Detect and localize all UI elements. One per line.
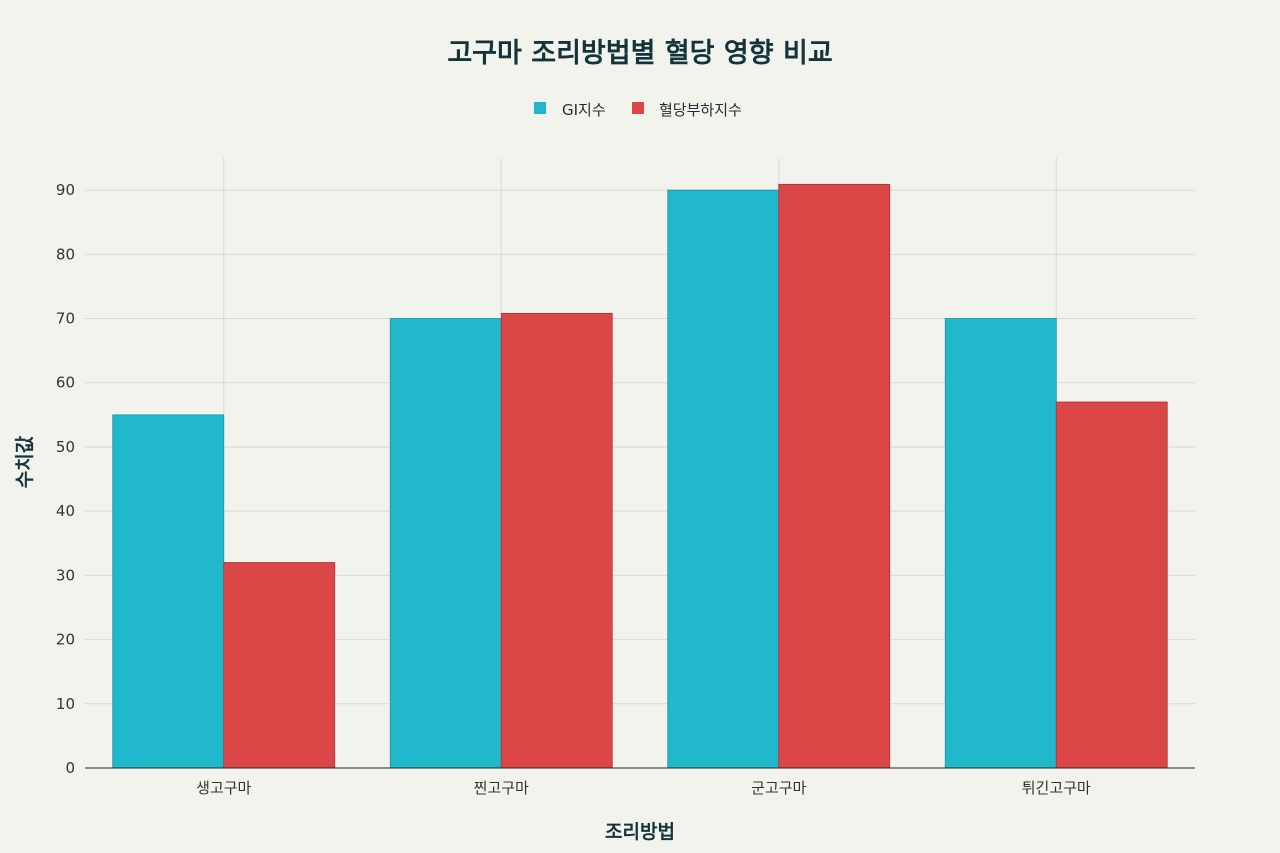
y-tick-label: 40 (56, 502, 75, 520)
bar-glycemic-load (500, 312, 613, 769)
legend-label-glycemic-load: 혈당부하지수 (659, 101, 742, 119)
bar-glycemic-load (778, 183, 891, 769)
x-tick-label: 찐고구마 (474, 779, 529, 797)
bar-glycemic-load (1055, 401, 1168, 769)
legend-label-gi: GI지수 (562, 101, 606, 119)
x-tick-labels: 생고구마 찐고구마 군고구마 튀긴고구마 (196, 779, 1091, 797)
legend-swatch-glycemic-load (632, 102, 644, 114)
y-tick-label: 10 (56, 695, 75, 713)
plot-area (85, 158, 1195, 769)
x-tick-label: 튀긴고구마 (1022, 779, 1091, 797)
x-axis-title: 조리방법 (605, 821, 675, 843)
y-tick-label: 90 (56, 181, 75, 199)
bar-gi (667, 189, 780, 769)
legend: GI지수 혈당부하지수 (534, 101, 742, 119)
y-tick-label: 30 (56, 566, 75, 584)
chart-title: 고구마 조리방법별 혈당 영향 비교 (447, 38, 832, 69)
y-tick-label: 80 (56, 245, 75, 263)
y-tick-labels: 0 10 20 30 40 50 60 70 80 90 (56, 181, 75, 777)
bar-gi (112, 414, 225, 769)
legend-swatch-gi (534, 102, 546, 114)
bar-gi (389, 318, 502, 769)
x-tick-label: 생고구마 (196, 779, 251, 797)
x-tick-label: 군고구마 (751, 779, 806, 797)
y-tick-label: 70 (56, 310, 75, 328)
y-axis-title: 수치값 (14, 435, 36, 488)
bar-glycemic-load (223, 562, 336, 769)
y-tick-label: 0 (65, 759, 75, 777)
x-gridlines (223, 158, 1057, 768)
y-tick-label: 50 (56, 438, 75, 456)
bar-gi (944, 318, 1057, 769)
bars (112, 183, 1168, 769)
y-tick-label: 60 (56, 374, 75, 392)
y-tick-label: 20 (56, 631, 75, 649)
